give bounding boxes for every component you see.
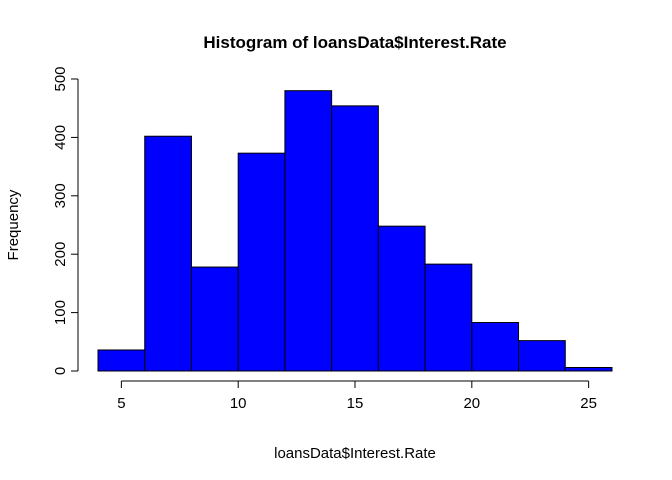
y-tick-label: 100	[52, 300, 69, 325]
x-tick-label: 20	[463, 395, 480, 412]
y-tick-label: 400	[52, 125, 69, 150]
x-tick-label: 10	[230, 395, 247, 412]
histogram-bar	[518, 340, 566, 372]
y-tick-label: 300	[52, 183, 69, 208]
histogram-bar	[471, 322, 520, 372]
chart-title: Histogram of loansData$Interest.Rate	[203, 33, 506, 52]
histogram-bar	[144, 135, 192, 372]
histogram-bar	[564, 366, 613, 372]
y-tick-label: 0	[52, 367, 69, 375]
histogram-bar	[424, 263, 473, 372]
bars-group	[97, 90, 613, 372]
x-tick-label: 5	[117, 395, 125, 412]
x-tick-label: 25	[580, 395, 597, 412]
x-tick-label: 15	[347, 395, 364, 412]
x-axis: 5 10 15 20 25	[117, 380, 597, 412]
histogram-bar	[97, 349, 146, 372]
histogram-bar	[190, 266, 239, 372]
y-axis-label: Frequency	[5, 189, 22, 260]
histogram-bar	[237, 152, 286, 372]
histogram-bar	[284, 90, 333, 372]
y-axis: 0 100 200 300 400 500	[52, 66, 79, 375]
y-tick-label: 500	[52, 66, 69, 91]
histogram-bar	[377, 225, 426, 372]
x-axis-label: loansData$Interest.Rate	[274, 445, 436, 462]
histogram-bar	[331, 105, 379, 372]
y-tick-label: 200	[52, 242, 69, 267]
